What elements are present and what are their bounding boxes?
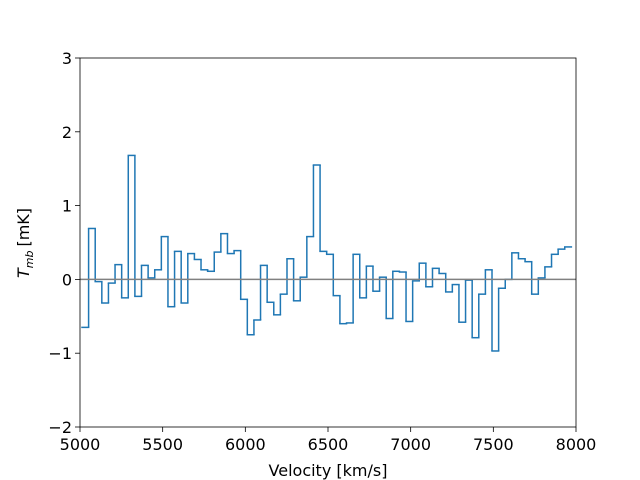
y-label-symbol: T: [14, 267, 33, 278]
x-axis-label: Velocity [km/s]: [269, 461, 388, 480]
x-tick-label: 5000: [60, 435, 101, 454]
plot-frame: [79, 57, 577, 428]
y-tick-label: 0: [62, 270, 72, 289]
x-tick-label: 5500: [142, 435, 183, 454]
y-tick-label: −2: [48, 418, 72, 437]
y-tick-label: −1: [48, 344, 72, 363]
x-tick-label: 6500: [308, 435, 349, 454]
x-tick-label: 7000: [390, 435, 431, 454]
y-tick-label: 3: [62, 49, 72, 68]
x-tick-label: 7500: [473, 435, 514, 454]
y-tick-label: 1: [62, 197, 72, 216]
y-tick-label: 2: [62, 123, 72, 142]
y-axis-label: Tmb [mK]: [14, 208, 36, 278]
y-label-unit: [mK]: [14, 208, 33, 247]
y-label-subscript: mb: [23, 251, 36, 269]
x-tick-label: 6000: [225, 435, 266, 454]
x-tick-label: 8000: [556, 435, 597, 454]
